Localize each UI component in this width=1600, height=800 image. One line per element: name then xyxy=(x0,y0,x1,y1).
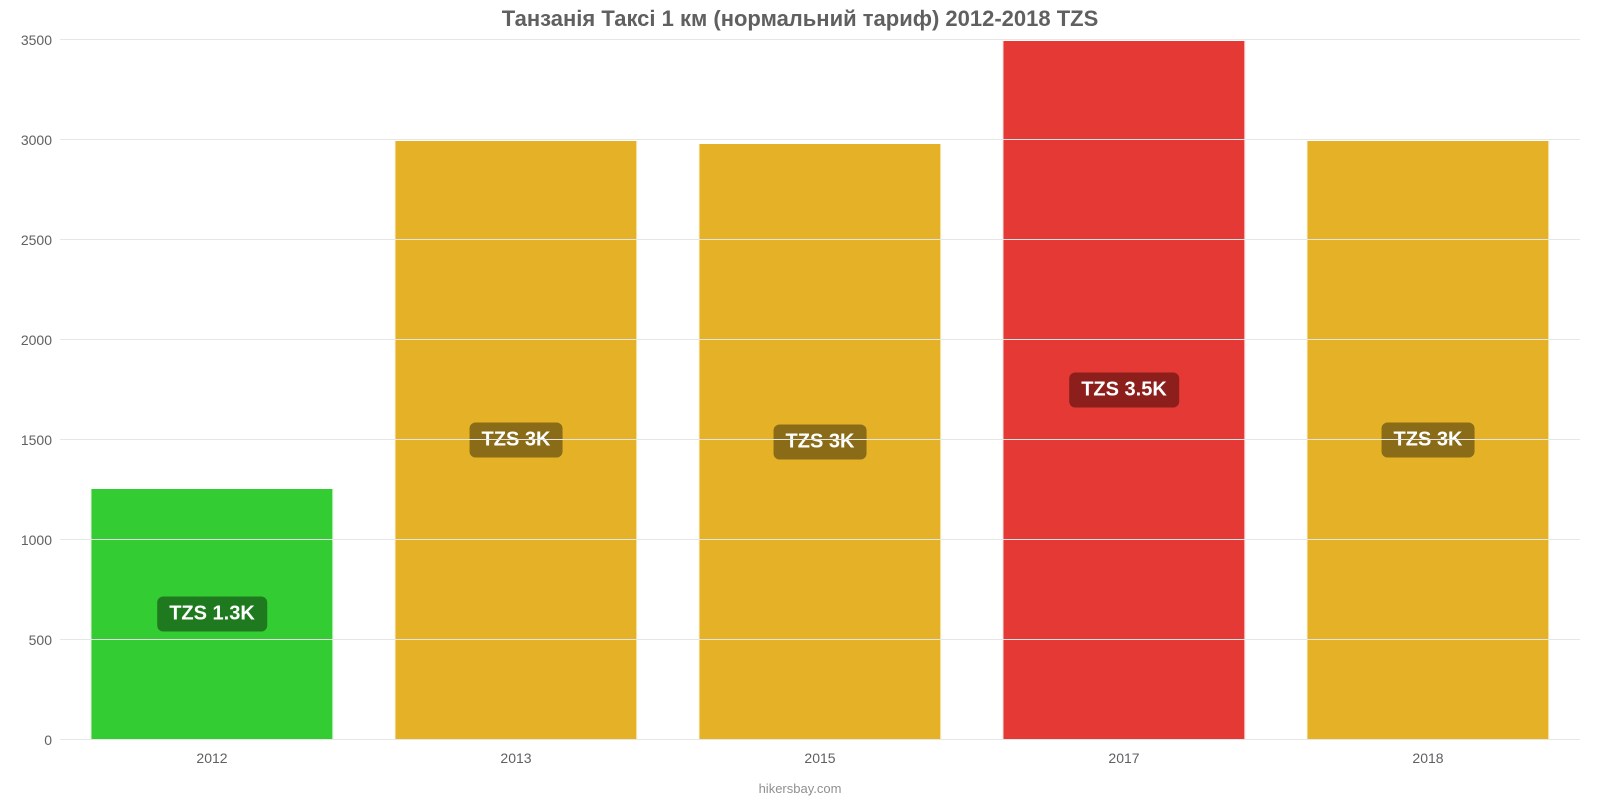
bar-value-label: TZS 1.3K xyxy=(157,597,267,632)
grid-line xyxy=(60,239,1580,240)
y-tick-label: 1500 xyxy=(21,432,60,448)
grid-line xyxy=(60,539,1580,540)
bar-slot: TZS 3.5K2017 xyxy=(972,40,1276,740)
grid-line xyxy=(60,439,1580,440)
x-tick-label: 2013 xyxy=(500,740,531,766)
grid-line xyxy=(60,139,1580,140)
x-tick-label: 2018 xyxy=(1412,740,1443,766)
y-tick-label: 1000 xyxy=(21,532,60,548)
y-tick-label: 500 xyxy=(29,632,60,648)
chart-footer: hikersbay.com xyxy=(0,781,1600,796)
chart-title: Танзанія Таксі 1 км (нормальний тариф) 2… xyxy=(0,6,1600,32)
bar-slot: TZS 1.3K2012 xyxy=(60,40,364,740)
x-tick-label: 2017 xyxy=(1108,740,1139,766)
x-tick-label: 2015 xyxy=(804,740,835,766)
bar-value-label: TZS 3K xyxy=(1382,423,1475,458)
y-tick-label: 2000 xyxy=(21,332,60,348)
bar-slot: TZS 3K2015 xyxy=(668,40,972,740)
bar-value-label: TZS 3K xyxy=(774,424,867,459)
grid-line xyxy=(60,339,1580,340)
bar-value-label: TZS 3.5K xyxy=(1069,373,1179,408)
bar-value-label: TZS 3K xyxy=(470,423,563,458)
y-tick-label: 0 xyxy=(44,732,60,748)
plot-area: TZS 1.3K2012TZS 3K2013TZS 3K2015TZS 3.5K… xyxy=(60,40,1580,740)
y-tick-label: 3500 xyxy=(21,32,60,48)
bar-slot: TZS 3K2013 xyxy=(364,40,668,740)
grid-line xyxy=(60,639,1580,640)
bar-chart: Танзанія Таксі 1 км (нормальний тариф) 2… xyxy=(0,0,1600,800)
y-tick-label: 2500 xyxy=(21,232,60,248)
grid-line xyxy=(60,739,1580,740)
x-tick-label: 2012 xyxy=(196,740,227,766)
bar-slot: TZS 3K2018 xyxy=(1276,40,1580,740)
y-tick-label: 3000 xyxy=(21,132,60,148)
grid-line xyxy=(60,39,1580,40)
bars-container: TZS 1.3K2012TZS 3K2013TZS 3K2015TZS 3.5K… xyxy=(60,40,1580,740)
